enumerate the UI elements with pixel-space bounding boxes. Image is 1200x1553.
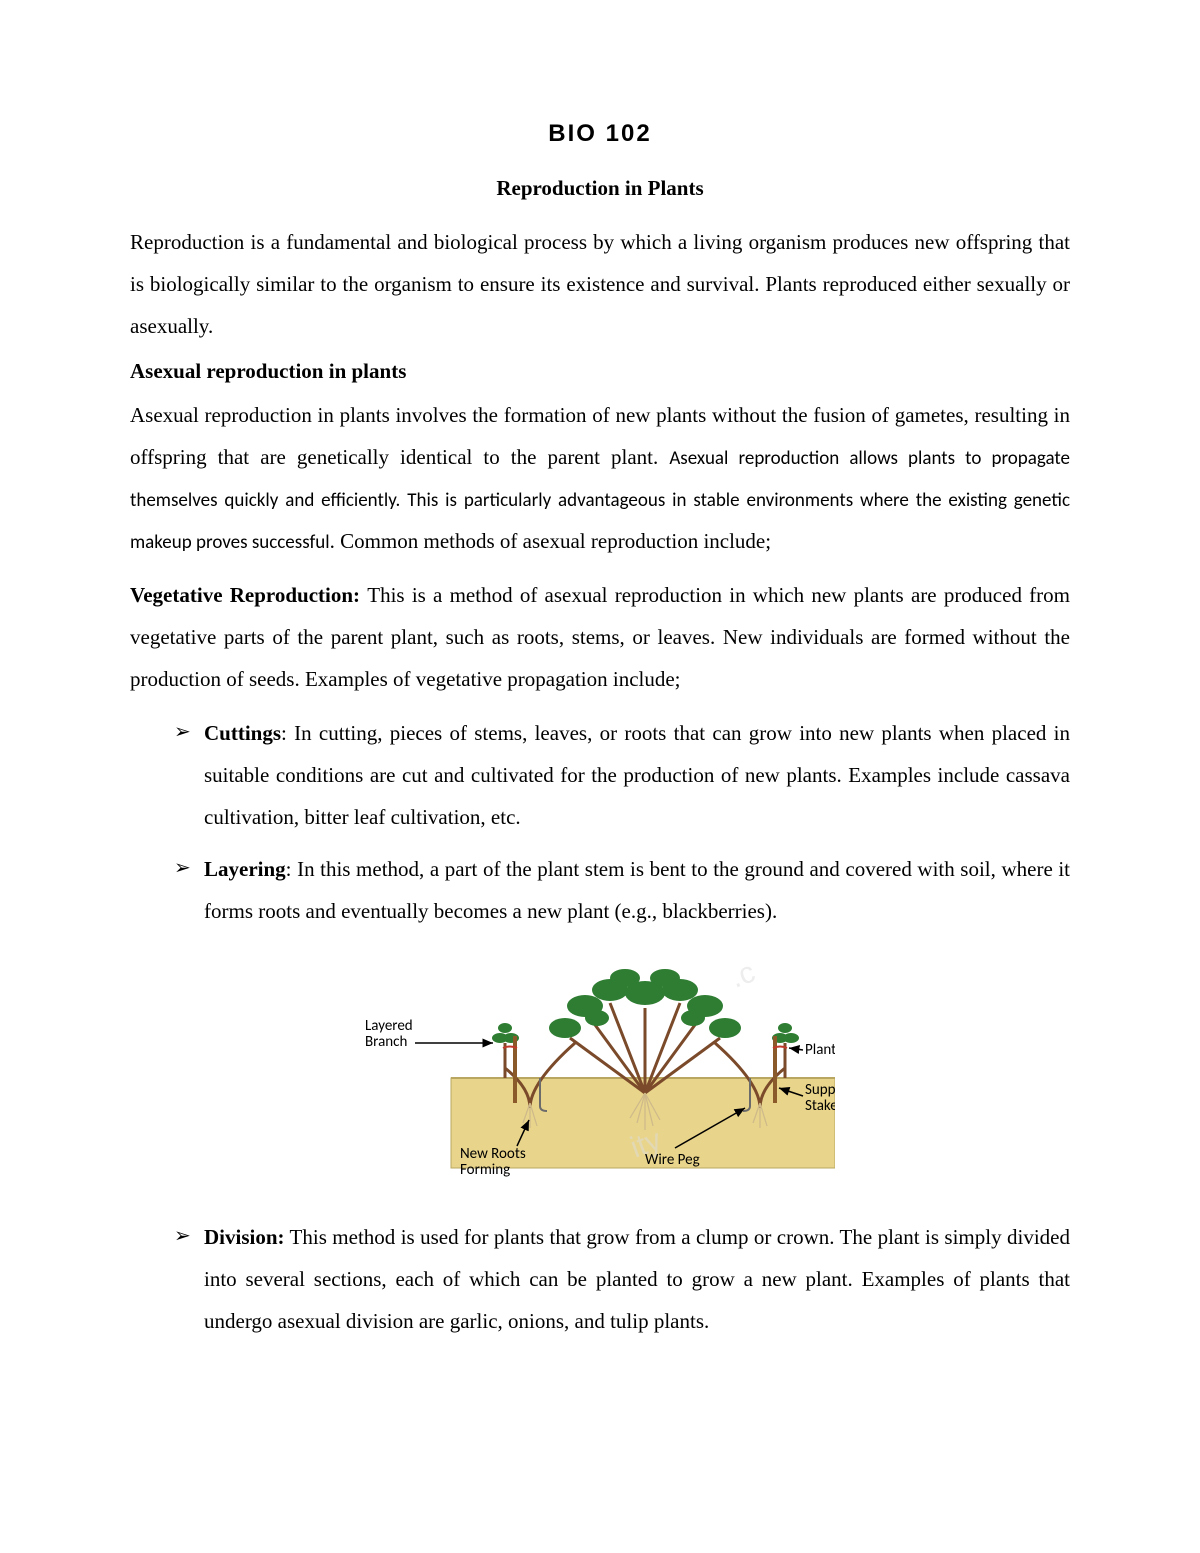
item-title: Cuttings: [204, 721, 281, 745]
item-title: Division:: [204, 1225, 285, 1249]
vegetative-heading: Vegetative Reproduction:: [130, 583, 367, 607]
svg-text:Stake: Stake: [805, 1097, 835, 1115]
list-item: Division: This method is used for plants…: [174, 1216, 1070, 1342]
item-title: Layering: [204, 857, 286, 881]
svg-text:Wire Peg: Wire Peg: [645, 1151, 700, 1169]
list-item: Layering: In this method, a part of the …: [174, 848, 1070, 932]
svg-text:Forming: Forming: [460, 1161, 510, 1179]
vegetative-list-cont: Division: This method is used for plants…: [130, 1216, 1070, 1342]
item-body: : In cutting, pieces of stems, leaves, o…: [204, 721, 1070, 829]
intro-paragraph: Reproduction is a fundamental and biolog…: [130, 221, 1070, 347]
item-body: : In this method, a part of the plant st…: [204, 857, 1070, 923]
item-body: This method is used for plants that grow…: [204, 1225, 1070, 1333]
asexual-paragraph: Asexual reproduction in plants involves …: [130, 394, 1070, 562]
svg-text:Branch: Branch: [365, 1033, 407, 1051]
course-code: BIO 102: [130, 120, 1070, 148]
asexual-heading: Asexual reproduction in plants: [130, 359, 1070, 384]
asexual-p3: . Common methods of asexual reproduction…: [330, 529, 772, 553]
layering-figure: .c ity: [130, 948, 1070, 1198]
vegetative-paragraph: Vegetative Reproduction: This is a metho…: [130, 574, 1070, 700]
layering-diagram: .c ity: [365, 948, 835, 1198]
vegetative-list: Cuttings: In cutting, pieces of stems, l…: [130, 712, 1070, 932]
svg-text:Plant Tie: Plant Tie: [805, 1041, 835, 1059]
list-item: Cuttings: In cutting, pieces of stems, l…: [174, 712, 1070, 838]
page-title: Reproduction in Plants: [130, 176, 1070, 201]
